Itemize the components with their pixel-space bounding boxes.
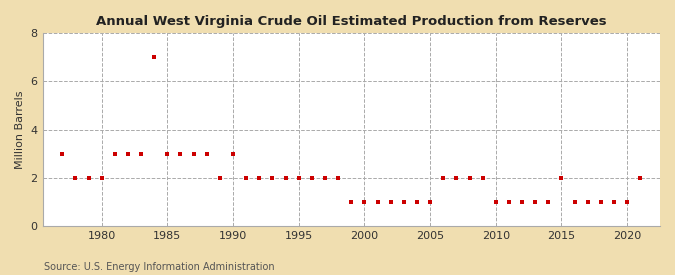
Point [280, 175, 291, 180]
Point [425, 200, 435, 204]
Point [346, 200, 356, 204]
Point [359, 200, 370, 204]
Point [241, 175, 252, 180]
Text: Source: U.S. Energy Information Administration: Source: U.S. Energy Information Administ… [44, 262, 275, 272]
Point [556, 175, 567, 180]
Point [254, 175, 265, 180]
Point [267, 175, 278, 180]
Point [162, 152, 173, 156]
Title: Annual West Virginia Crude Oil Estimated Production from Reserves: Annual West Virginia Crude Oil Estimated… [96, 15, 607, 28]
Point [333, 175, 344, 180]
Point [57, 152, 68, 156]
Point [398, 200, 409, 204]
Point [319, 175, 330, 180]
Point [451, 175, 462, 180]
Point [583, 200, 593, 204]
Point [201, 152, 212, 156]
Point [504, 200, 514, 204]
Point [412, 200, 423, 204]
Point [569, 200, 580, 204]
Point [123, 152, 134, 156]
Point [372, 200, 383, 204]
Point [227, 152, 238, 156]
Point [595, 200, 606, 204]
Point [516, 200, 527, 204]
Point [148, 55, 159, 60]
Point [438, 175, 449, 180]
Point [609, 200, 620, 204]
Point [294, 175, 304, 180]
Point [477, 175, 488, 180]
Point [83, 175, 94, 180]
Point [385, 200, 396, 204]
Point [97, 175, 107, 180]
Point [188, 152, 199, 156]
Point [109, 152, 120, 156]
Point [175, 152, 186, 156]
Point [306, 175, 317, 180]
Point [464, 175, 475, 180]
Point [215, 175, 225, 180]
Point [136, 152, 146, 156]
Y-axis label: Million Barrels: Million Barrels [15, 90, 25, 169]
Point [635, 175, 646, 180]
Point [490, 200, 501, 204]
Point [530, 200, 541, 204]
Point [622, 200, 632, 204]
Point [543, 200, 554, 204]
Point [70, 175, 81, 180]
